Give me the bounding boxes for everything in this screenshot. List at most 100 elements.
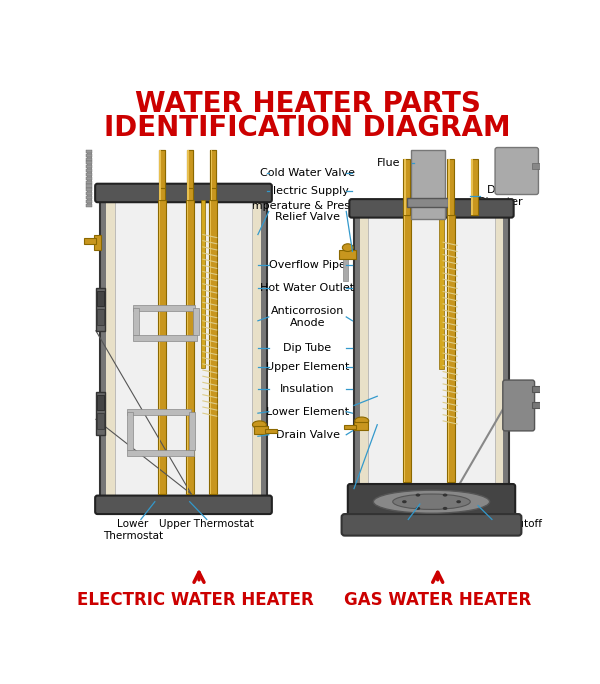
Bar: [186, 200, 194, 494]
Bar: [86, 196, 92, 199]
Text: Insulation: Insulation: [280, 384, 335, 393]
Ellipse shape: [253, 421, 266, 429]
Bar: [403, 159, 410, 215]
Bar: [448, 159, 454, 215]
Bar: [86, 200, 92, 203]
Bar: [354, 423, 368, 430]
Text: IDENTIFICATION DIAGRAM: IDENTIFICATION DIAGRAM: [104, 114, 511, 142]
Bar: [472, 159, 473, 215]
Bar: [410, 150, 445, 219]
Ellipse shape: [416, 494, 420, 497]
Bar: [86, 181, 92, 184]
Bar: [158, 200, 160, 494]
Text: Draft
Diverter: Draft Diverter: [478, 185, 524, 207]
Text: Temperature & Pressure
Relief Valve: Temperature & Pressure Relief Valve: [241, 200, 374, 222]
Bar: [127, 450, 194, 456]
Bar: [187, 200, 188, 494]
Bar: [338, 250, 356, 259]
Bar: [210, 150, 216, 200]
Bar: [97, 413, 104, 429]
Bar: [189, 412, 195, 450]
FancyBboxPatch shape: [95, 496, 272, 514]
Bar: [546, 375, 560, 417]
Bar: [210, 150, 216, 188]
Bar: [187, 150, 189, 188]
Text: GAS WATER HEATER: GAS WATER HEATER: [344, 590, 532, 609]
Bar: [100, 196, 267, 502]
Ellipse shape: [402, 500, 407, 503]
Bar: [265, 429, 277, 433]
Text: Burner: Burner: [377, 420, 415, 430]
Ellipse shape: [416, 507, 420, 510]
Text: ELECTRIC WATER HEATER: ELECTRIC WATER HEATER: [77, 590, 314, 609]
Text: Anticorrosion
Anode: Anticorrosion Anode: [271, 306, 344, 328]
Text: Control Valve: Control Valve: [377, 391, 451, 402]
Text: Thermocouple: Thermocouple: [363, 519, 438, 529]
FancyBboxPatch shape: [95, 184, 272, 202]
Bar: [210, 200, 211, 494]
Bar: [160, 150, 161, 188]
Bar: [187, 150, 193, 200]
Text: Dip Tube: Dip Tube: [283, 343, 332, 353]
Bar: [84, 237, 96, 244]
Bar: [448, 159, 450, 215]
Bar: [86, 185, 92, 187]
Bar: [86, 173, 92, 176]
Bar: [127, 412, 133, 450]
Text: Hot Water Outlet: Hot Water Outlet: [260, 283, 355, 293]
Bar: [86, 161, 92, 164]
Bar: [209, 200, 217, 494]
Text: Drain Valve: Drain Valve: [275, 430, 340, 440]
Bar: [86, 169, 92, 172]
Bar: [133, 308, 139, 334]
Bar: [407, 198, 448, 207]
Bar: [160, 150, 161, 200]
Bar: [403, 215, 410, 482]
Bar: [96, 393, 105, 435]
Bar: [448, 215, 449, 482]
Bar: [86, 150, 92, 153]
Text: Upper Thermostat: Upper Thermostat: [160, 519, 254, 529]
Text: Cold Water Valve: Cold Water Valve: [260, 168, 355, 178]
Bar: [368, 211, 495, 490]
Bar: [158, 150, 165, 200]
Bar: [86, 157, 92, 161]
Ellipse shape: [355, 417, 369, 425]
FancyBboxPatch shape: [348, 484, 515, 523]
Bar: [360, 211, 503, 490]
Bar: [88, 150, 91, 204]
Bar: [133, 334, 197, 341]
Text: Lower Element: Lower Element: [266, 407, 349, 417]
Bar: [158, 150, 165, 188]
FancyBboxPatch shape: [349, 484, 514, 503]
FancyBboxPatch shape: [503, 380, 535, 431]
Ellipse shape: [343, 244, 353, 252]
Bar: [344, 425, 356, 430]
Bar: [211, 150, 212, 200]
Bar: [158, 200, 166, 494]
Bar: [532, 163, 544, 169]
Bar: [86, 154, 92, 157]
Bar: [187, 150, 189, 200]
Bar: [86, 166, 92, 168]
FancyBboxPatch shape: [495, 148, 538, 194]
Text: Lower
Thermostat: Lower Thermostat: [103, 519, 163, 541]
Bar: [556, 390, 571, 399]
Text: Upper Element: Upper Element: [266, 362, 349, 372]
Bar: [354, 211, 509, 490]
Bar: [470, 159, 478, 215]
Bar: [200, 200, 205, 368]
Bar: [532, 402, 548, 408]
Bar: [211, 150, 212, 188]
Bar: [115, 196, 252, 502]
Bar: [127, 408, 191, 415]
Text: Overflow Pipe: Overflow Pipe: [269, 261, 346, 270]
Ellipse shape: [393, 494, 470, 510]
FancyBboxPatch shape: [341, 514, 521, 536]
Bar: [86, 188, 92, 192]
Ellipse shape: [457, 500, 461, 503]
Bar: [404, 215, 405, 482]
Bar: [86, 176, 92, 180]
Ellipse shape: [443, 507, 448, 510]
Bar: [133, 304, 195, 311]
